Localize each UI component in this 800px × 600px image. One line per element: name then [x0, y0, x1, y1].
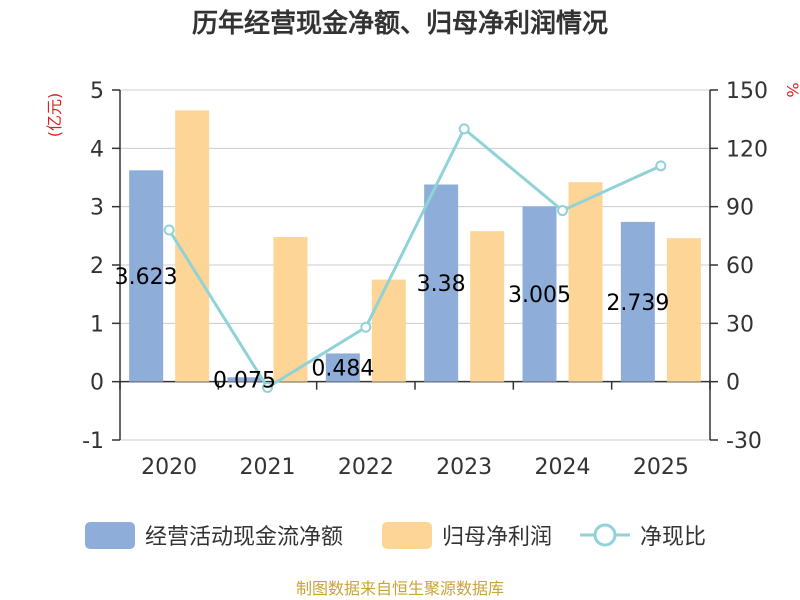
x-tick-label: 2021 [240, 455, 296, 480]
ratio-point [360, 321, 372, 333]
ratio-line-path [167, 126, 662, 390]
legend: 经营活动现金流净额 归母净利润 净现比 [85, 522, 706, 550]
right-tick-label: 90 [726, 196, 754, 221]
x-tick-label: 2024 [535, 455, 591, 480]
bar-labels: 3.623 0.075 0.484 3.38 3.005 2.739 [115, 265, 670, 393]
bar-profit [470, 231, 505, 382]
right-tick-label: 120 [726, 137, 768, 162]
bar-cashflow [522, 206, 557, 382]
axes: 5 4 3 2 1 0 -1 150 120 90 60 30 0 -30 2020 2021 2022 2023… [82, 79, 768, 480]
right-tick-label: 150 [726, 79, 768, 104]
left-tick-label: 1 [90, 312, 104, 337]
right-tick-label: 0 [726, 371, 740, 396]
bar-value-label: 0.075 [213, 368, 276, 393]
source-note: 制图数据来自恒生聚源数据库 [296, 579, 504, 598]
bar-profit [666, 238, 701, 382]
x-tick-label: 2023 [436, 455, 492, 480]
bar-cashflow [227, 377, 262, 382]
gridlines [120, 89, 710, 441]
ratio-point [163, 224, 175, 236]
bar-cashflow [620, 221, 655, 382]
chart-title: 历年经营现金净额、归母净利润情况 [192, 8, 608, 39]
bar-value-label: 0.484 [311, 357, 374, 382]
ratio-point [458, 123, 470, 135]
legend-swatch-cashflow [85, 522, 135, 549]
right-tick-label: -30 [726, 429, 762, 454]
left-axis-unit: (亿元) [45, 93, 64, 138]
bar-cashflow [325, 353, 360, 382]
bar-cashflow [424, 184, 459, 382]
right-tick-label: 30 [726, 312, 754, 337]
bar-value-label: 3.005 [508, 283, 571, 308]
left-tick-label: 0 [90, 371, 104, 396]
legend-marker-ratio [593, 523, 617, 547]
x-tick-label: 2020 [141, 455, 197, 480]
bar-profit [371, 279, 406, 382]
ratio-line [163, 123, 667, 393]
left-tick-label: 3 [90, 196, 104, 221]
ratio-point [557, 205, 568, 217]
legend-swatch-profit [382, 522, 432, 549]
bar-profit [568, 182, 603, 382]
right-tick-label: 60 [726, 254, 754, 279]
ratio-point [655, 160, 667, 172]
legend-label-cashflow: 经营活动现金流净额 [145, 525, 343, 550]
bar-value-label: 3.38 [417, 272, 466, 297]
right-axis-unit: % [783, 82, 800, 97]
bar-profit [273, 237, 308, 382]
left-tick-label: 5 [90, 79, 104, 104]
bar-cashflow [129, 170, 164, 382]
legend-label-ratio: 净现比 [640, 525, 706, 550]
legend-label-profit: 归母净利润 [442, 525, 552, 550]
x-tick-label: 2025 [633, 455, 689, 480]
x-tick-label: 2022 [338, 455, 394, 480]
bar-value-label: 2.739 [606, 291, 669, 316]
ratio-point [262, 382, 273, 393]
left-tick-label: 2 [90, 254, 104, 279]
left-tick-label: 4 [90, 137, 104, 162]
left-tick-label: -1 [82, 429, 104, 454]
bars [129, 110, 701, 382]
bar-value-label: 3.623 [115, 265, 178, 290]
